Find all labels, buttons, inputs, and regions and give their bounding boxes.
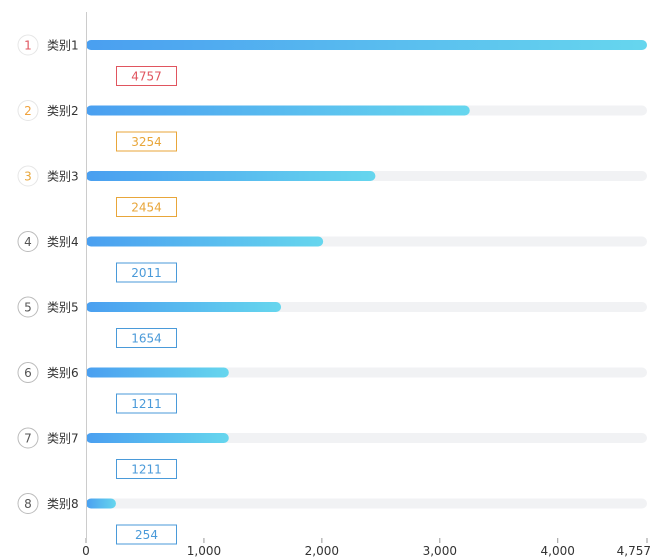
x-tick-label: 3,000 (423, 544, 457, 558)
x-tick-label: 1,000 (187, 544, 221, 558)
value-label-box (116, 197, 177, 217)
chart-row: 6 类别6 1211 (17, 362, 647, 414)
rank-badge (17, 165, 39, 187)
bar (86, 367, 229, 378)
rank-badge (17, 427, 39, 449)
rank-number: 1 (24, 39, 32, 53)
bar (86, 40, 647, 50)
x-axis: 0 1,000 2,000 3,000 4,000 4,757 (82, 12, 651, 558)
bar (86, 498, 116, 509)
bar (86, 302, 282, 312)
value-label-box (116, 328, 177, 348)
value-label: 4757 (131, 70, 162, 84)
value-label-box (116, 393, 177, 414)
bar (86, 105, 470, 116)
rank-badge (17, 100, 39, 121)
chart-row: 8 类别8 254 (17, 493, 647, 545)
category-label: 类别2 (47, 104, 79, 118)
rank-badge (17, 362, 39, 383)
chart-row: 1 类别1 4757 (17, 34, 647, 86)
bar (86, 236, 324, 247)
chart-row: 2 类别2 3254 (17, 100, 647, 152)
rank-number: 6 (24, 366, 32, 380)
rank-number: 3 (24, 170, 32, 184)
rank-number: 8 (24, 497, 32, 511)
category-label: 类别7 (47, 432, 79, 446)
value-label: 1211 (131, 397, 162, 411)
rank-number: 5 (24, 301, 32, 315)
value-label: 1211 (131, 463, 162, 477)
category-label: 类别4 (47, 235, 79, 249)
rank-badge (17, 231, 39, 252)
x-tick-label: 4,000 (541, 544, 575, 558)
bar-track (86, 498, 647, 509)
chart-rows: 1 类别1 4757 2 类别2 3254 3 类别3 2454 4 类别4 2011 5 类别5 1654… (17, 34, 647, 545)
x-tick-label: 2,000 (305, 544, 339, 558)
x-tick-label: 0 (82, 544, 90, 558)
category-label: 类别1 (47, 39, 79, 53)
rank-number: 7 (24, 432, 32, 446)
chart-row: 7 类别7 1211 (17, 427, 647, 479)
value-label-box (116, 459, 177, 479)
bar (86, 433, 229, 443)
rank-badge (17, 296, 39, 318)
category-label: 类别5 (47, 301, 79, 315)
chart-row: 3 类别3 2454 (17, 165, 647, 217)
value-label-box (116, 66, 177, 86)
value-label: 2011 (131, 266, 162, 280)
chart-row: 4 类别4 2011 (17, 231, 647, 283)
category-label: 类别8 (47, 497, 79, 511)
chart-row: 5 类别5 1654 (17, 296, 647, 348)
rank-badge (17, 493, 39, 514)
value-label: 2454 (131, 201, 162, 215)
value-label: 254 (135, 528, 158, 542)
value-label-box (116, 524, 177, 545)
value-label-box (116, 131, 177, 152)
value-label: 3254 (131, 135, 162, 149)
value-label: 1654 (131, 332, 162, 346)
category-label: 类别6 (47, 366, 79, 380)
rank-number: 2 (24, 104, 32, 118)
rank-number: 4 (24, 235, 32, 249)
x-tick-label: 4,757 (617, 544, 651, 558)
bar (86, 171, 376, 181)
value-label-box (116, 262, 177, 283)
category-label: 类别3 (47, 170, 79, 184)
rank-badge (17, 34, 39, 56)
